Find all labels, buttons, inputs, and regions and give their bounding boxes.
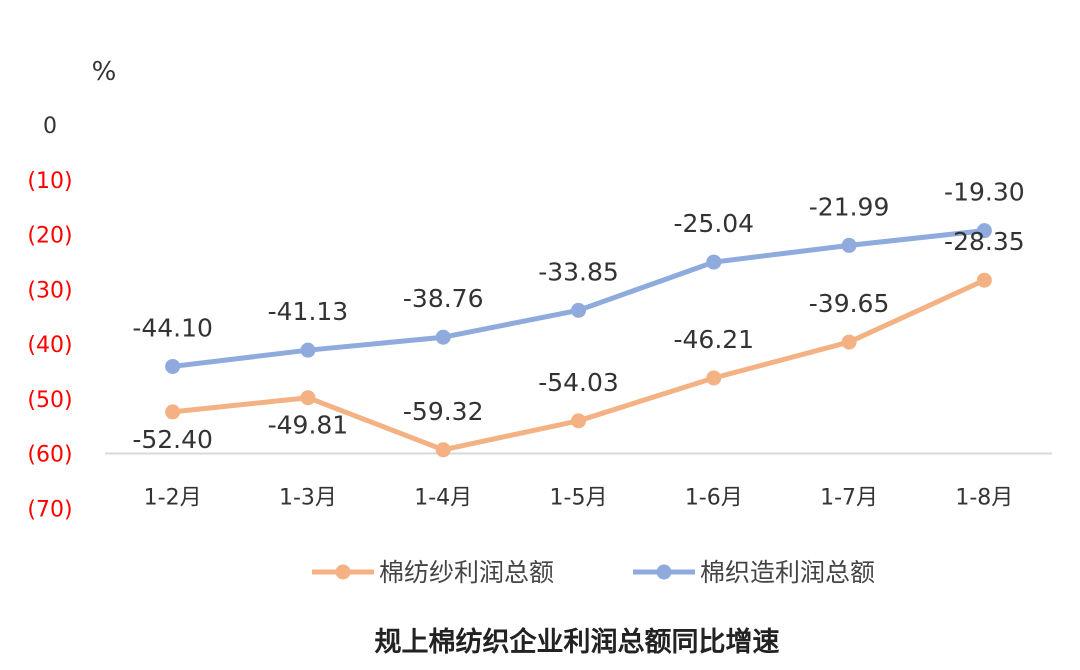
series-layer — [165, 223, 992, 458]
y-axis-ticks: 0 (10) (20) (30) (40) (50) (60) (70) — [27, 114, 72, 522]
legend-swatch-marker — [656, 564, 672, 580]
data-point — [435, 442, 451, 458]
data-point — [571, 302, 586, 318]
data-point — [841, 334, 857, 350]
y-unit-label: % — [92, 57, 117, 87]
data-label: -25.04 — [673, 209, 754, 238]
x-tick-label: 1-7月 — [820, 486, 878, 511]
legend: 棉纺纱利润总额 棉织造利润总额 — [312, 558, 875, 587]
legend-swatch-marker — [335, 564, 351, 580]
x-tick-label: 1-5月 — [550, 486, 608, 511]
data-point — [300, 342, 316, 358]
y-tick-label: (40) — [27, 333, 72, 358]
y-tick-label: (10) — [27, 169, 72, 194]
data-label: -38.76 — [403, 284, 484, 313]
data-label: -21.99 — [809, 192, 890, 221]
data-label: -59.32 — [403, 397, 484, 426]
x-tick-label: 1-8月 — [955, 486, 1013, 511]
data-point — [571, 413, 586, 429]
data-point — [165, 404, 181, 420]
data-point — [976, 223, 992, 239]
data-point — [300, 390, 316, 406]
data-point — [435, 329, 451, 345]
data-point — [706, 370, 722, 386]
data-label: -52.40 — [132, 425, 213, 454]
data-label: -28.35 — [944, 227, 1025, 256]
data-point — [706, 254, 722, 270]
x-tick-label: 1-6月 — [685, 486, 743, 511]
y-tick-label: (60) — [27, 443, 72, 468]
y-tick-label: (30) — [27, 278, 72, 303]
data-label: -19.30 — [944, 178, 1025, 207]
data-label: -46.21 — [673, 325, 754, 354]
data-point — [841, 237, 857, 253]
data-label: -54.03 — [538, 368, 619, 397]
data-point — [976, 272, 992, 288]
y-tick-label: (70) — [27, 497, 72, 522]
data-label: -39.65 — [809, 289, 890, 318]
data-label: -49.81 — [268, 411, 349, 440]
x-axis: 1-2月 1-3月 1-4月 1-5月 1-6月 1-7月 1-8月 — [105, 452, 1052, 511]
y-tick-label: 0 — [43, 114, 57, 139]
data-labels: -52.40 -49.81 -59.32 -54.03 -46.21 -39.65 -28.… — [132, 178, 1024, 454]
x-tick-label: 1-3月 — [279, 486, 337, 511]
data-label: -33.85 — [538, 257, 619, 286]
x-tick-label: 1-2月 — [144, 486, 202, 511]
data-label: -44.10 — [132, 313, 213, 342]
y-tick-label: (20) — [27, 224, 72, 249]
data-label: -41.13 — [268, 297, 349, 326]
x-tick-label: 1-4月 — [414, 486, 472, 511]
legend-label: 棉纺纱利润总额 — [379, 558, 554, 587]
chart-title: 规上棉纺织企业利润总额同比增速 — [375, 626, 780, 658]
legend-label: 棉织造利润总额 — [700, 558, 875, 587]
data-point — [165, 358, 181, 374]
y-tick-label: (50) — [27, 388, 72, 413]
